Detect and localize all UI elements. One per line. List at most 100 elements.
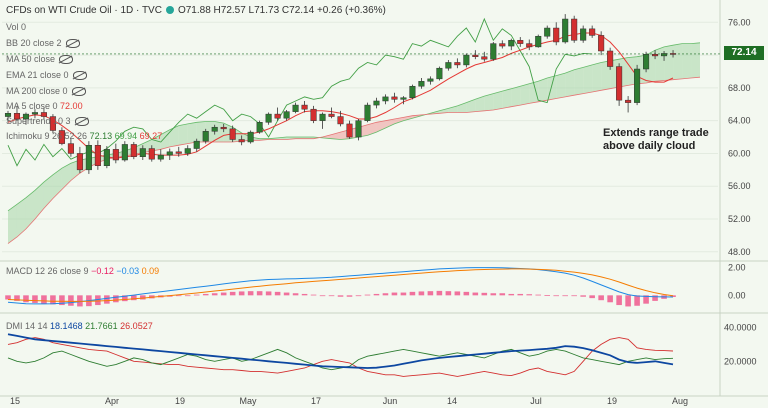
macd-histogram-bar — [589, 295, 595, 299]
grid — [0, 0, 768, 397]
candle-body — [247, 131, 254, 143]
candle-body — [292, 104, 299, 112]
candle-body — [508, 40, 515, 47]
macd-histogram-bar — [490, 293, 497, 296]
time-axis: 15 Apr 19 May 17 Jun 14 Jul 19 Aug — [10, 396, 688, 406]
candle-body — [265, 113, 272, 123]
cloud-segment — [673, 43, 683, 80]
cloud-segment — [493, 91, 503, 110]
indicator-ma5[interactable]: MA 5 close 0 72.00 — [6, 101, 83, 111]
cloud-segment — [61, 163, 71, 190]
macd-histogram-bar — [598, 295, 604, 301]
candle-body — [148, 148, 155, 160]
macd-histogram-bar — [337, 295, 344, 297]
candle-body — [562, 18, 569, 43]
cloud-segment — [664, 45, 674, 81]
cloud-segment — [394, 117, 404, 124]
macd-histogram-bar — [301, 293, 308, 296]
candle-body — [4, 113, 12, 117]
cloud-segment — [403, 115, 413, 121]
indicator-ma200[interactable]: MA 200 close 0 — [6, 86, 86, 97]
time-tick-label: Jun — [383, 396, 398, 406]
cloud-segment — [583, 64, 593, 94]
macd-histogram-bar — [364, 294, 371, 296]
candle-body — [40, 112, 47, 117]
macd-histogram-bar — [5, 295, 11, 300]
candle-body — [382, 96, 389, 102]
macd-histogram-bar — [652, 295, 658, 301]
macd-histogram-bar — [220, 292, 227, 296]
candle-body — [211, 126, 218, 132]
candle-body — [13, 113, 21, 120]
market-status-icon — [165, 6, 174, 15]
candle-body — [364, 104, 371, 121]
macd-histogram-bar — [400, 292, 407, 296]
macd-histogram-bar — [409, 291, 416, 296]
candle-body — [661, 53, 668, 57]
cloud-segment — [601, 60, 611, 91]
macd-histogram-bar — [436, 290, 443, 296]
symbol-header[interactable]: CFDs on WTI Crude Oil · 1D · TVC O71.88 H… — [6, 5, 386, 16]
macd-histogram-bar — [553, 295, 559, 297]
candle-body — [553, 27, 560, 43]
hidden-eye-icon[interactable] — [59, 55, 74, 65]
last-price-tag: 72.14 — [724, 46, 764, 60]
symbol-title: CFDs on WTI Crude Oil · 1D · TVC — [6, 5, 162, 16]
candle-body — [22, 113, 30, 120]
macd-histogram-bar — [625, 295, 631, 307]
dmi-legend[interactable]: DMI 14 14 18.1468 21.7661 26.0527 — [6, 321, 153, 331]
chart-annotation: Extends range trade above daily cloud — [603, 127, 709, 152]
time-tick-label: Apr — [105, 396, 119, 406]
hidden-eye-icon[interactable] — [65, 39, 80, 49]
candle-body — [319, 113, 326, 121]
macd-histogram-bar — [481, 292, 488, 296]
hidden-eye-icon[interactable] — [72, 71, 87, 81]
macd-histogram-bar — [616, 295, 622, 306]
candle-body — [517, 40, 524, 44]
dmi-minus-line — [7, 337, 674, 377]
macd-tick-label: 0.00 — [728, 290, 746, 300]
macd-histogram-bar — [643, 295, 649, 304]
ma5-value: 72.00 — [60, 101, 83, 111]
price-tick-label: 76.00 — [728, 17, 751, 27]
indicator-ma50[interactable]: MA 50 close — [6, 54, 74, 65]
macd-histogram-bar — [229, 291, 236, 296]
macd-histogram-bar — [427, 291, 434, 296]
candle-body — [472, 54, 479, 57]
macd-histogram-bar — [256, 291, 263, 296]
indicator-supertrend[interactable]: Supertrend 10 3 — [6, 116, 89, 127]
macd-histogram-bar — [418, 291, 425, 296]
indicator-ichimoku[interactable]: Ichimoku 9 26 52 26 72.13 69.94 69.27 — [6, 131, 163, 141]
candle-body — [256, 122, 263, 133]
candle-body — [571, 18, 578, 41]
cloud-segment — [682, 43, 692, 79]
price-tick-label: 56.00 — [728, 181, 751, 191]
candle-body — [184, 148, 191, 154]
macd-histogram-bar — [463, 291, 470, 296]
indicator-ema21[interactable]: EMA 21 close 0 — [6, 70, 87, 81]
time-tick-label: May — [239, 396, 257, 406]
macd-histogram-bar — [535, 294, 542, 296]
candle-body — [445, 62, 452, 69]
cloud-segment — [43, 174, 53, 209]
macd-histogram-bar — [580, 295, 586, 297]
candle-body — [391, 96, 398, 100]
candle-body — [346, 123, 353, 138]
candle-body — [643, 54, 650, 70]
macd-histogram-bar — [571, 295, 577, 297]
cloud-segment — [331, 132, 341, 140]
macd-legend[interactable]: MACD 12 26 close 9 −0.12 −0.03 0.09 — [6, 266, 160, 276]
indicator-bb[interactable]: BB 20 close 2 — [6, 38, 80, 49]
candle-body — [652, 54, 659, 57]
macd-tick-label: 2.00 — [728, 263, 746, 273]
cloud-segment — [385, 119, 395, 129]
hidden-eye-icon[interactable] — [71, 87, 86, 97]
cloud-segment — [520, 83, 530, 106]
cloud-segment — [367, 122, 377, 136]
candle-body — [58, 130, 65, 144]
hidden-eye-icon[interactable] — [74, 117, 89, 127]
macd-pane — [5, 267, 676, 307]
dmi-plus-line — [7, 348, 674, 371]
macd-histogram-bar — [526, 294, 533, 296]
